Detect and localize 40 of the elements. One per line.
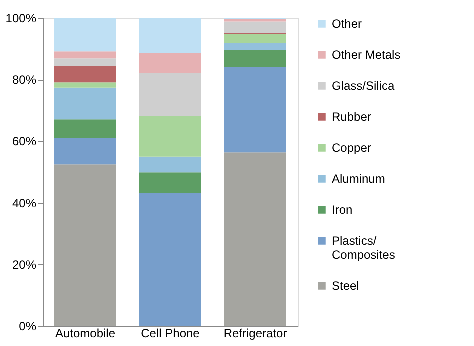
y-tick-label: 40% (12, 196, 37, 210)
legend-label: Iron (332, 203, 353, 217)
y-tick-label: 0% (19, 320, 37, 334)
x-tick-label: Cell Phone (141, 326, 200, 340)
legend-label: Other Metals (332, 48, 401, 62)
bar (54, 120, 116, 138)
bar (224, 66, 286, 153)
bar (54, 164, 116, 326)
bar (54, 138, 116, 165)
bar (224, 22, 286, 34)
bar (140, 172, 202, 194)
bar (224, 152, 286, 326)
x-tick-label: Refrigerator (224, 326, 288, 340)
y-tick-label: 100% (6, 12, 37, 26)
bar (54, 66, 116, 83)
legend-label: Glass/Silica (332, 79, 396, 93)
bar (54, 58, 116, 66)
bar (54, 18, 116, 52)
bar (224, 42, 286, 50)
bar (54, 82, 116, 88)
bar (140, 156, 202, 173)
bar (224, 34, 286, 43)
legend-label: Other (332, 17, 362, 31)
y-tick-label: 60% (12, 134, 37, 149)
bar (54, 88, 116, 120)
legend-label: Copper (332, 141, 372, 155)
legend-label: Steel (332, 279, 360, 293)
bar (140, 73, 202, 117)
legend-label: Plastics/ Composites (332, 234, 396, 262)
x-tick-label: Automobile (55, 326, 116, 340)
bar (140, 194, 202, 326)
bar (54, 52, 116, 59)
legend-label: Rubber (332, 110, 372, 124)
bar (224, 50, 286, 67)
bar (140, 53, 202, 74)
y-tick-label: 80% (12, 73, 37, 88)
bar (140, 116, 202, 157)
legend-label: Aluminum (332, 172, 386, 186)
bar (140, 18, 202, 54)
y-tick-label: 20% (12, 258, 37, 272)
